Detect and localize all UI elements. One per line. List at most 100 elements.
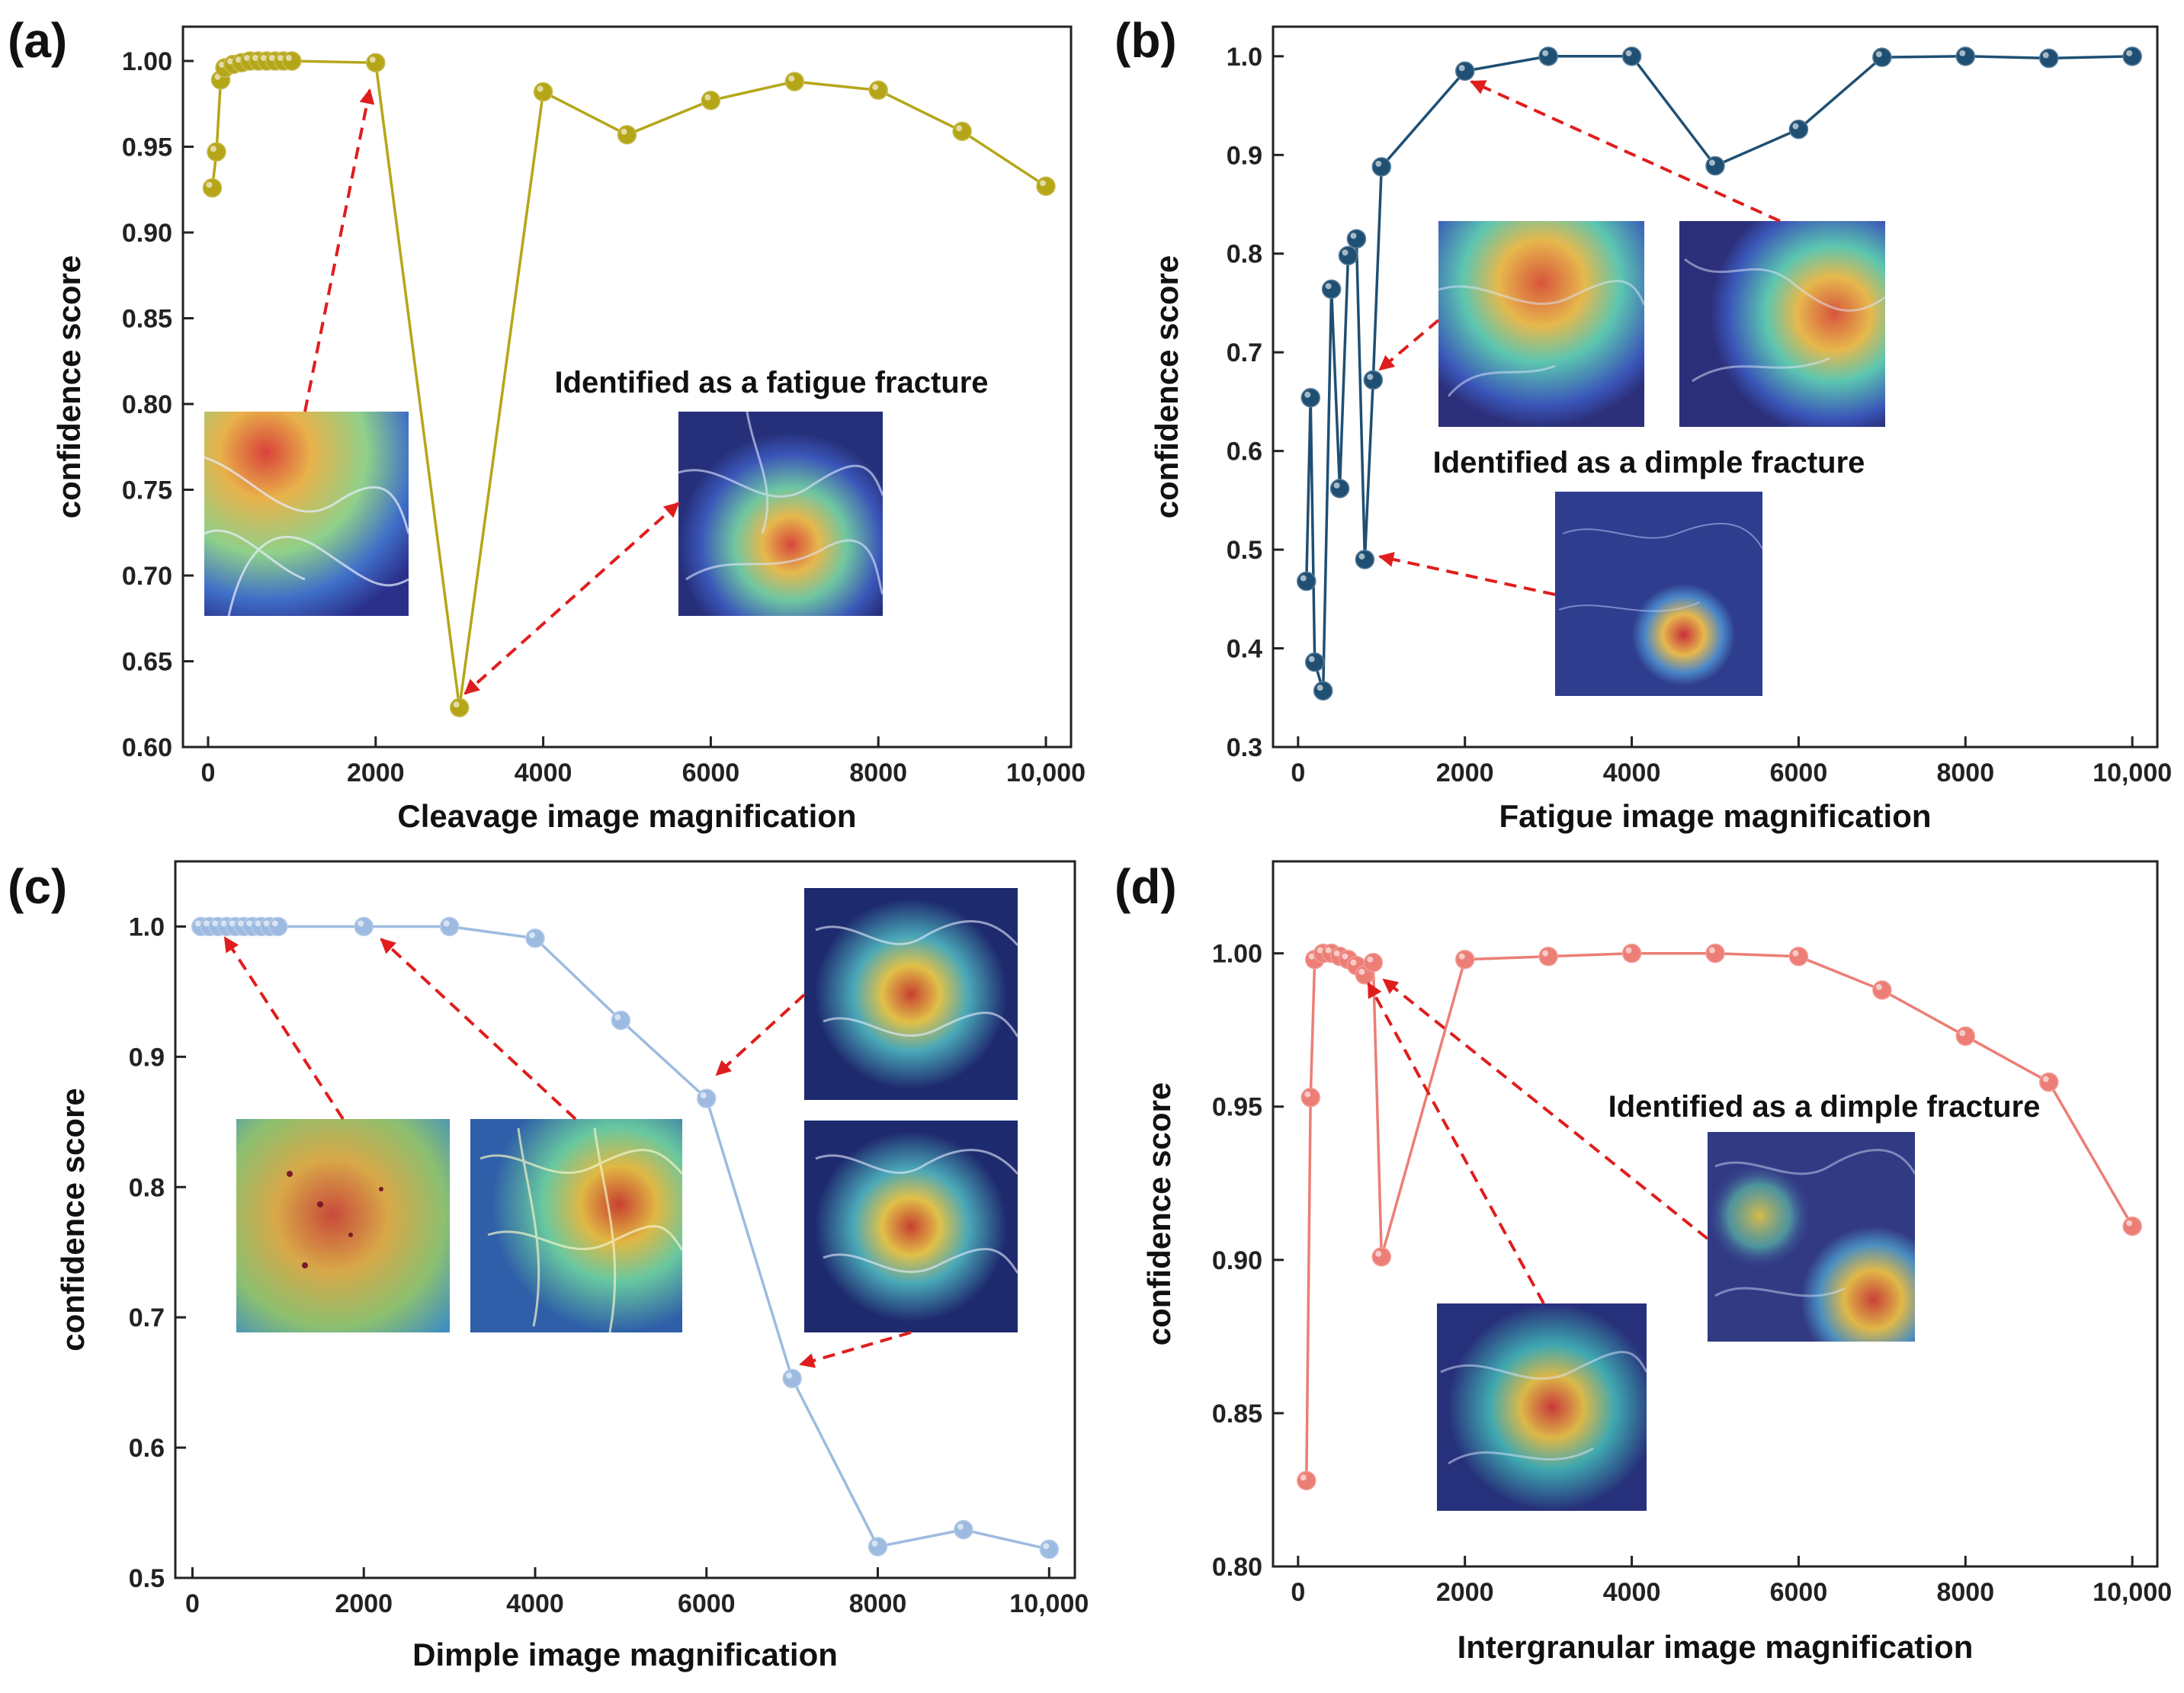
data-point-highlight (285, 55, 292, 61)
data-point-highlight (260, 55, 267, 61)
data-point-highlight (263, 920, 270, 927)
x-tick-label: 4000 (1603, 1578, 1661, 1607)
x-tick-label: 10,000 (1009, 1589, 1089, 1618)
y-tick-label: 0.65 (122, 648, 172, 677)
data-point-highlight (268, 55, 275, 61)
y-tick-label: 0.75 (122, 476, 172, 505)
data-point (1300, 1087, 1320, 1108)
data-point-highlight (1375, 1250, 1382, 1257)
data-point (1955, 46, 1976, 66)
y-tick-label: 0.6 (1227, 438, 1262, 467)
data-point-highlight (1875, 983, 1882, 990)
data-point (1788, 946, 1809, 967)
data-point-highlight (704, 94, 711, 101)
data-point-highlight (1358, 553, 1365, 560)
y-tick-label: 0.70 (122, 562, 172, 591)
data-point (525, 928, 545, 948)
x-tick-label: 10,000 (2093, 1578, 2172, 1607)
y-tick-label: 0.7 (1227, 338, 1262, 367)
data-point (1321, 279, 1342, 300)
data-point (1788, 119, 1809, 139)
y-tick-label: 0.8 (129, 1173, 165, 1202)
y-axis-title: confidence score (1141, 1082, 1177, 1345)
data-point-highlight (1342, 953, 1349, 960)
data-point-highlight (220, 920, 227, 927)
data-point-highlight (194, 920, 201, 927)
plot-frame-a (181, 25, 1073, 749)
data-point (1371, 157, 1392, 177)
data-point-highlight (1625, 947, 1632, 954)
data-point (1705, 156, 1725, 176)
x-tick-label: 0 (1291, 1578, 1305, 1607)
arrow-a-2 (463, 502, 680, 695)
data-point-highlight (210, 146, 216, 152)
x-tick-label: 2000 (1436, 1578, 1494, 1607)
y-tick-label: 1.00 (122, 47, 172, 76)
data-point (268, 916, 288, 937)
inset-c-2 (470, 1119, 684, 1333)
data-point-highlight (788, 75, 795, 82)
data-point (1313, 681, 1333, 701)
data-point-highlight (1625, 50, 1632, 56)
panel-label-d: (d) (1114, 859, 1177, 914)
panel-d: (d) 0 2000 4000 6000 8000 10,0000.800.850.900… (1114, 859, 2172, 1665)
data-point (1363, 370, 1384, 390)
y-tick-label: 0.85 (1212, 1400, 1262, 1428)
arrow-d-2 (1367, 982, 1545, 1304)
x-tick-label: 2000 (335, 1589, 393, 1618)
y-tick-label: 1.0 (129, 912, 165, 941)
data-point-highlight (1542, 50, 1549, 56)
data-point-highlight (1358, 968, 1365, 975)
data-point (617, 125, 637, 145)
data-point-highlight (252, 55, 258, 61)
inset-c-1 (236, 1119, 450, 1332)
x-tick-label: 8000 (849, 758, 907, 787)
data-point (1036, 176, 1056, 196)
data-point (1338, 245, 1358, 266)
data-point-highlight (2126, 1220, 2133, 1226)
inset-a-fatigue (678, 411, 884, 616)
data-point-highlight (1367, 956, 1374, 963)
x-axis-title: Intergranular image magnification (1458, 1629, 1974, 1665)
data-point-highlight (1316, 685, 1323, 691)
x-axis-title: Fatigue image magnification (1499, 798, 1931, 834)
data-point-highlight (1875, 51, 1882, 58)
data-point-highlight (1304, 1091, 1311, 1098)
plot-frame-b (1272, 25, 2159, 749)
y-axis-title: confidence score (55, 1088, 91, 1351)
data-point-highlight (1304, 391, 1311, 398)
panel-b: (b) 0 2000 4000 6000 8000 10,0000.30.40.50.60… (1114, 13, 2172, 834)
data-point (1355, 550, 1375, 569)
data-point-highlight (956, 125, 963, 132)
arrow-c-4 (799, 1331, 912, 1368)
arrow-b-2 (1378, 319, 1440, 371)
data-point-highlight (218, 62, 225, 68)
y-tick-label: 1.00 (1212, 940, 1262, 969)
data-point-highlight (1542, 950, 1549, 957)
data-point (207, 142, 226, 162)
data-point-highlight (2126, 50, 2133, 56)
x-tick-label: 0 (1291, 758, 1305, 787)
y-tick-label: 0.9 (1227, 141, 1262, 170)
x-tick-label: 8000 (849, 1589, 907, 1618)
data-point-highlight (2042, 52, 2049, 59)
data-point (1872, 47, 1892, 67)
x-tick-label: 0 (201, 758, 216, 787)
y-tick-label: 0.3 (1227, 733, 1262, 762)
y-tick-label: 0.85 (122, 305, 172, 334)
data-point-highlight (1325, 947, 1332, 954)
y-tick-label: 0.8 (1227, 240, 1262, 269)
data-point (354, 916, 374, 937)
data-point-highlight (203, 920, 210, 927)
data-point-highlight (1959, 1030, 1966, 1037)
x-axis-title: Dimple image magnification (412, 1637, 838, 1672)
data-point (449, 697, 470, 717)
data-point-highlight (1350, 232, 1357, 239)
inset-b-2 (1679, 221, 1886, 427)
data-point-highlight (1043, 1543, 1050, 1550)
data-point (784, 72, 805, 91)
data-point-highlight (621, 128, 627, 135)
data-point (366, 53, 386, 72)
data-point-highlight (537, 85, 544, 92)
